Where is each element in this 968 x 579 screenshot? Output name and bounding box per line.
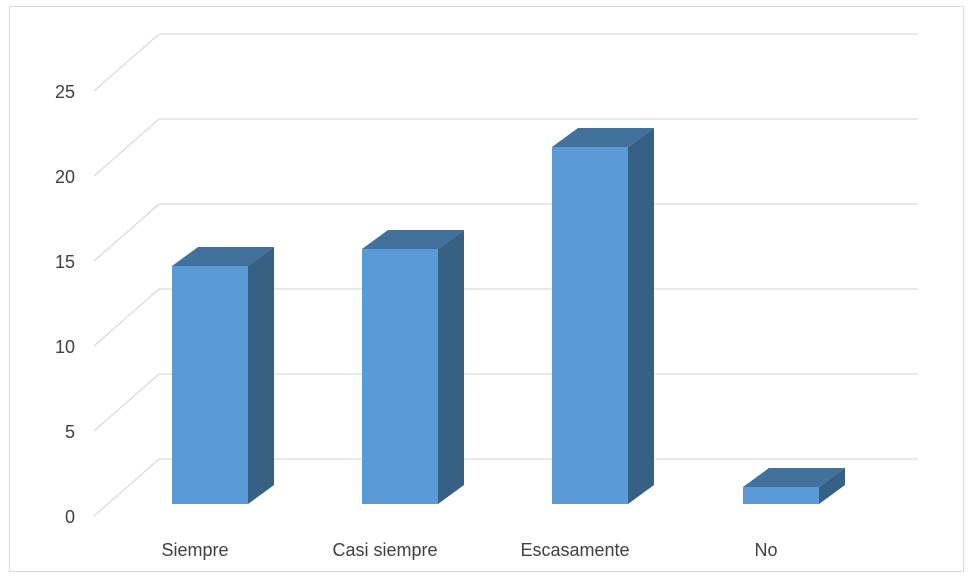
bar-front: [362, 249, 438, 504]
bar-side: [628, 128, 654, 504]
x-category-label: No: [754, 540, 777, 560]
y-tick-label: 5: [65, 422, 75, 442]
y-tick-label: 25: [55, 82, 75, 102]
x-category-label: Casi siempre: [332, 540, 437, 560]
bar-side: [438, 230, 464, 504]
y-tick-label: 10: [55, 337, 75, 357]
bar-top: [172, 247, 274, 266]
bar-front: [743, 487, 819, 504]
y-tick-label: 0: [65, 507, 75, 527]
bar-side: [819, 468, 845, 504]
bar: [552, 128, 654, 504]
bar: [362, 230, 464, 504]
bar-top: [362, 230, 464, 249]
bar-front: [552, 147, 628, 504]
x-category-label: Escasamente: [520, 540, 629, 560]
x-axis-categories: Siempre Casi siempre Escasamente No: [161, 540, 777, 560]
x-category-label: Siempre: [161, 540, 228, 560]
gridline-side: [93, 203, 160, 262]
gridlines: [93, 33, 918, 517]
gridline-side: [93, 288, 160, 347]
gridline-side: [93, 458, 160, 517]
y-tick-label: 20: [55, 167, 75, 187]
gridline-side: [93, 373, 160, 432]
y-tick-label: 15: [55, 252, 75, 272]
y-axis-ticks: 0 5 10 15 20 25: [55, 82, 75, 527]
bar: [743, 468, 845, 504]
bar-front: [172, 266, 248, 504]
gridline-side: [93, 33, 160, 92]
bar-side: [248, 247, 274, 504]
bars: [172, 128, 845, 504]
bar-top: [743, 468, 845, 487]
gridline-side: [93, 118, 160, 177]
bar-top: [552, 128, 654, 147]
bar: [172, 247, 274, 504]
